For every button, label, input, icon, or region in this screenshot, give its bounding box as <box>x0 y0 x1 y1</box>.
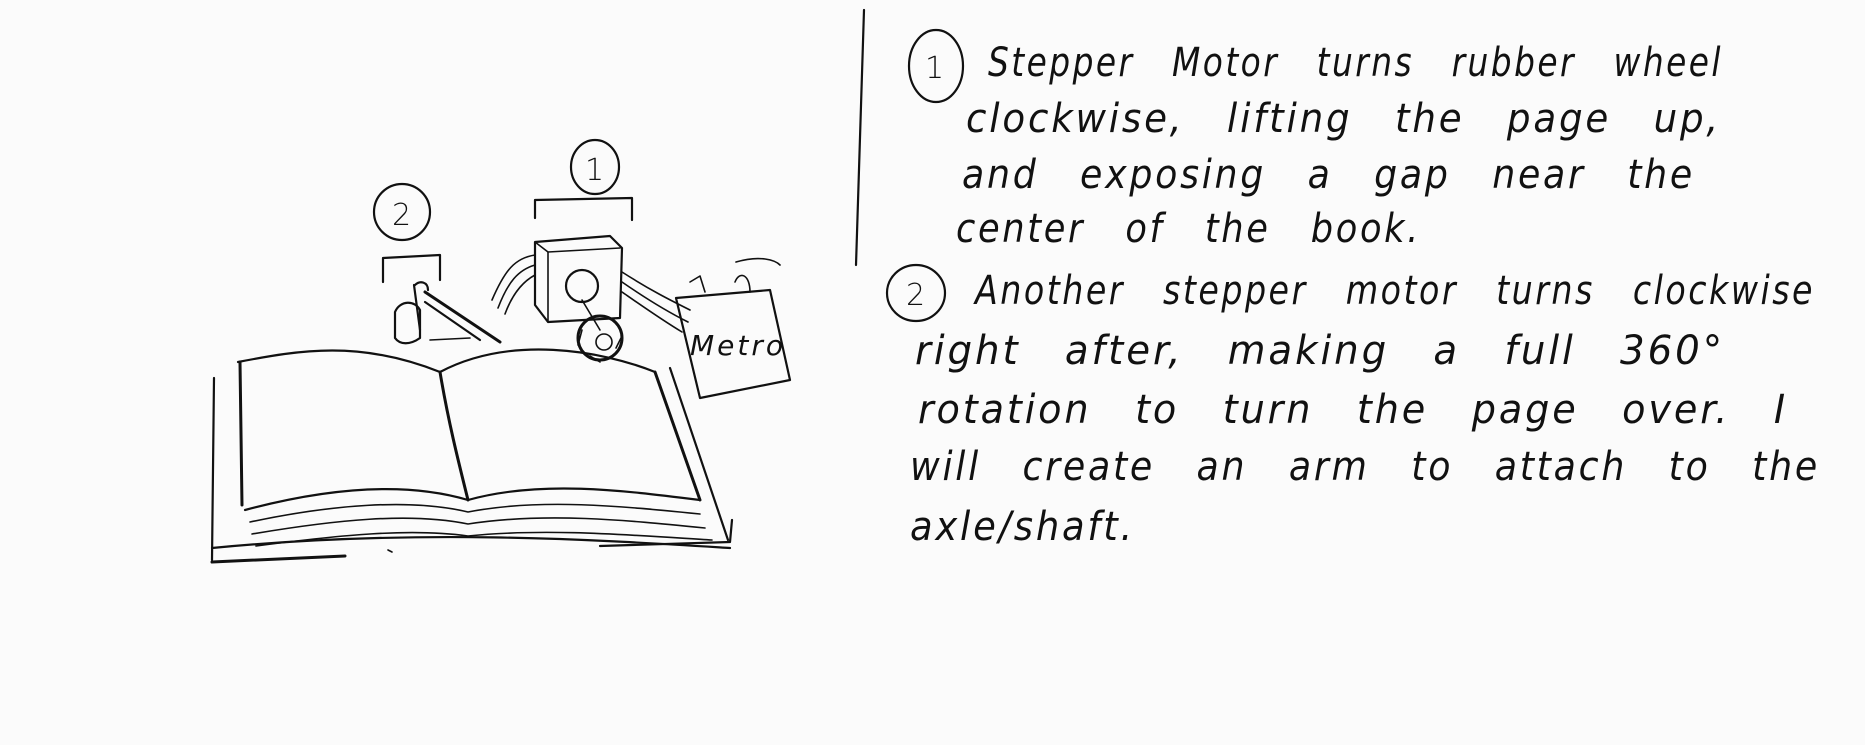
open-book-drawing <box>210 348 734 564</box>
note-2-line-5: axle/shaft. <box>910 504 1135 550</box>
callout-1-number: 1 <box>585 153 607 188</box>
note-2-line-1: Another stepper motor turns clockwise <box>973 268 1815 314</box>
note-2-number: 2 <box>906 278 928 313</box>
note-1-line-3: and exposing a gap near the <box>962 152 1695 198</box>
note-2-line-2: right after, making a full 360° <box>915 328 1725 374</box>
note-2-line-4: will create an arm to attach to the <box>910 444 1820 490</box>
notes-section: 1 Stepper Motor turns rubber wheel clock… <box>885 28 1820 550</box>
note-1-line-2: clockwise, lifting the page up, <box>966 96 1721 142</box>
stepper-motor-2-drawing <box>393 281 502 345</box>
divider-line <box>854 8 866 267</box>
stepper-motor-1-drawing <box>491 234 691 363</box>
metro-label: Metro <box>690 329 786 362</box>
note-2-line-3: rotation to turn the page over. I <box>918 387 1788 433</box>
callout-2: 2 <box>372 182 442 284</box>
page-turner-sketch: Metro 1 2 <box>210 138 792 564</box>
callout-2-number: 2 <box>392 198 414 233</box>
note-1-line-1: Stepper Motor turns rubber wheel <box>988 40 1723 86</box>
note-1: 1 Stepper Motor turns rubber wheel clock… <box>907 28 1723 252</box>
metro-board-drawing: Metro <box>674 257 792 400</box>
note-1-number: 1 <box>925 51 947 86</box>
callout-1: 1 <box>533 138 634 222</box>
note-2: 2 Another stepper motor turns clockwise … <box>885 263 1820 550</box>
note-1-line-4: center of the book. <box>956 206 1421 252</box>
